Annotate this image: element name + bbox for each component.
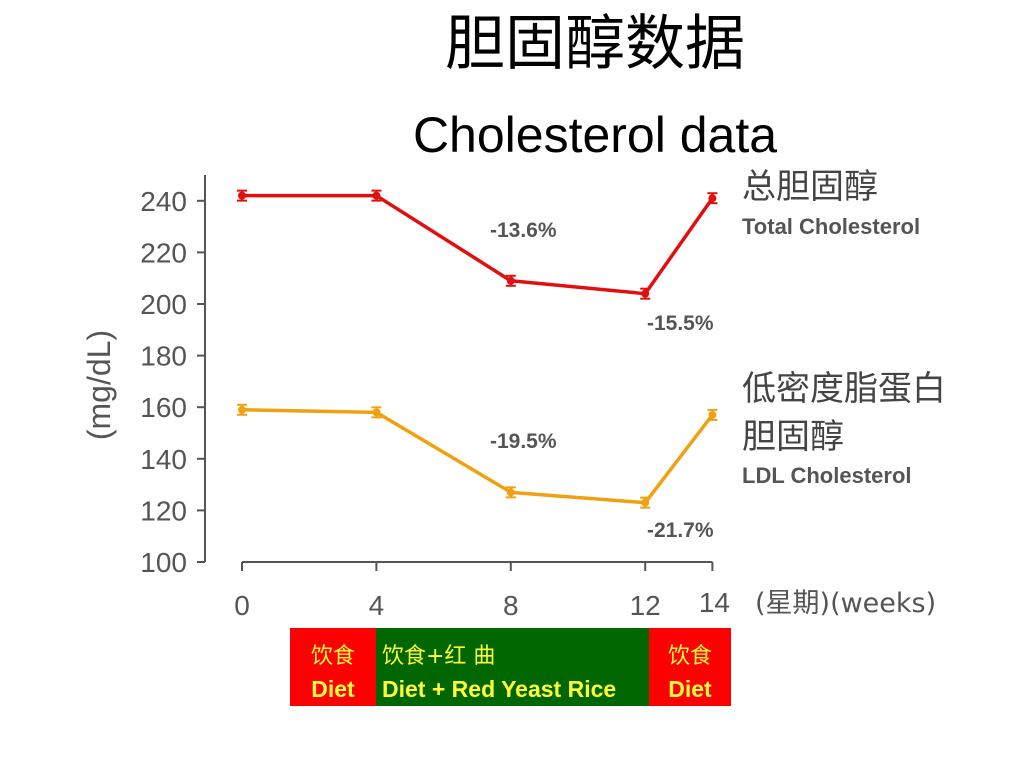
data-point-ldl-2 bbox=[506, 488, 515, 497]
y-axis-label: (mg/dL) bbox=[81, 330, 117, 440]
data-point-total-0 bbox=[238, 191, 246, 200]
data-point-ldl-3 bbox=[641, 498, 650, 507]
annotation-ldl-21-7: -21.7% bbox=[647, 519, 714, 542]
legend-total-en: Total Cholesterol bbox=[742, 214, 920, 239]
data-point-total-3 bbox=[641, 289, 650, 298]
x-tick-label-8: 8 bbox=[503, 590, 519, 621]
series-line-total bbox=[242, 193, 714, 296]
data-point-ldl-0 bbox=[238, 405, 246, 414]
x-tick-label-4: 4 bbox=[369, 590, 385, 621]
y-tick-label-220: 220 bbox=[140, 237, 187, 268]
data-point-total-4 bbox=[708, 194, 717, 203]
phase-label-en-1: Diet + Red Yeast Rice bbox=[382, 676, 617, 702]
data-point-total-2 bbox=[506, 276, 515, 285]
series-line-ldl bbox=[241, 408, 714, 505]
data-point-ldl-1 bbox=[372, 408, 381, 417]
phase-bar-2: 饮食 Diet bbox=[649, 628, 731, 706]
annotation-ldl-19-5: -19.5% bbox=[490, 430, 557, 453]
legend-total-cn: 总胆固醇 bbox=[742, 167, 878, 207]
phase-bar-0: 饮食 Diet bbox=[290, 628, 376, 706]
x-tick-label-14: 14 bbox=[699, 587, 730, 618]
annotation-total-13-6: -13.6% bbox=[490, 219, 557, 242]
y-tick-label-100: 100 bbox=[140, 547, 187, 578]
phase-label-en-0: Diet bbox=[311, 676, 355, 702]
phase-bar-1: 饮食+红 曲 Diet + Red Yeast Rice bbox=[376, 628, 649, 706]
legend-ldl-cn-line2: 胆固醇 bbox=[742, 417, 844, 457]
phase-label-cn-2: 饮食 bbox=[667, 644, 712, 669]
data-point-ldl-4 bbox=[708, 410, 717, 419]
chart-title-en: Cholesterol data bbox=[412, 107, 778, 163]
phase-label-cn-1: 饮食+红 曲 bbox=[382, 644, 496, 669]
y-tick-label-240: 240 bbox=[140, 186, 187, 217]
x-axis-unit-label: (星期)(weeks) bbox=[755, 588, 936, 619]
x-tick-label-0: 0 bbox=[234, 590, 250, 621]
chart-title-cn: 胆固醇数据 bbox=[445, 9, 745, 79]
y-tick-label-180: 180 bbox=[140, 341, 187, 372]
legend-ldl-en: LDL Cholesterol bbox=[742, 463, 912, 488]
phase-label-en-2: Diet bbox=[668, 676, 712, 702]
y-tick-label-160: 160 bbox=[140, 392, 187, 423]
y-tick-label-140: 140 bbox=[140, 444, 187, 475]
phase-label-cn-0: 饮食 bbox=[310, 644, 355, 669]
data-point-total-1 bbox=[372, 191, 381, 200]
x-tick-label-12: 12 bbox=[630, 590, 661, 621]
annotation-total-15-5: -15.5% bbox=[647, 312, 714, 335]
y-tick-label-200: 200 bbox=[140, 289, 187, 320]
y-tick-label-120: 120 bbox=[140, 495, 187, 526]
legend-ldl-cn-line1: 低密度脂蛋白 bbox=[742, 369, 946, 409]
